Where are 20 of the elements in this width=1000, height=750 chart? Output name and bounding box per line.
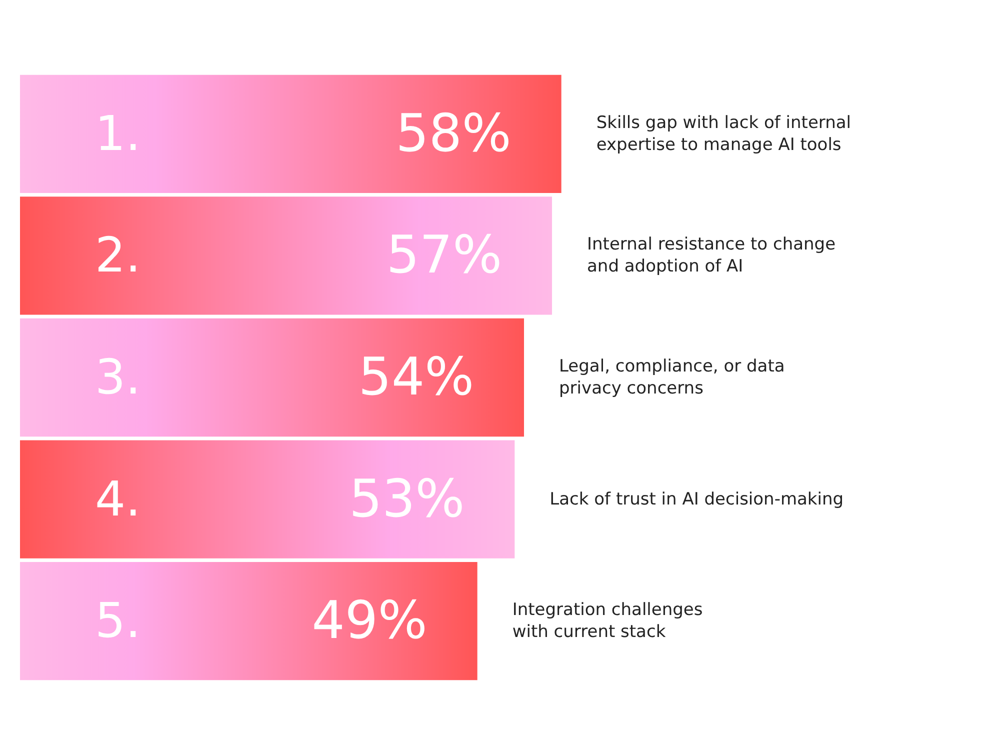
bar xyxy=(20,196,552,315)
y-tick-label: 1. xyxy=(95,106,141,162)
y-tick-label: 3. xyxy=(95,350,141,406)
data-label: 58% xyxy=(396,104,512,164)
data-label: 49% xyxy=(312,591,428,652)
data-label: 53% xyxy=(349,469,465,530)
bar xyxy=(20,440,515,558)
bar xyxy=(20,318,524,437)
bar xyxy=(20,562,478,680)
text: Internal resistance to change and adoption of AI xyxy=(587,234,836,277)
annotation: Legal, compliance, or data privacy concerns xyxy=(559,356,785,398)
annotation: Integration challenges with current stack xyxy=(512,600,703,642)
bar xyxy=(20,74,562,193)
y-tick-label: 4. xyxy=(95,471,141,528)
y-tick-label: 2. xyxy=(95,228,141,284)
text: Skills gap with lack of internal expertise to manage AI tools xyxy=(596,112,852,155)
annotation: Lack of trust in AI decision-making xyxy=(550,489,844,510)
data-label: 54% xyxy=(358,348,474,408)
data-label: 57% xyxy=(386,226,502,286)
y-tick-label: 5. xyxy=(95,593,141,650)
